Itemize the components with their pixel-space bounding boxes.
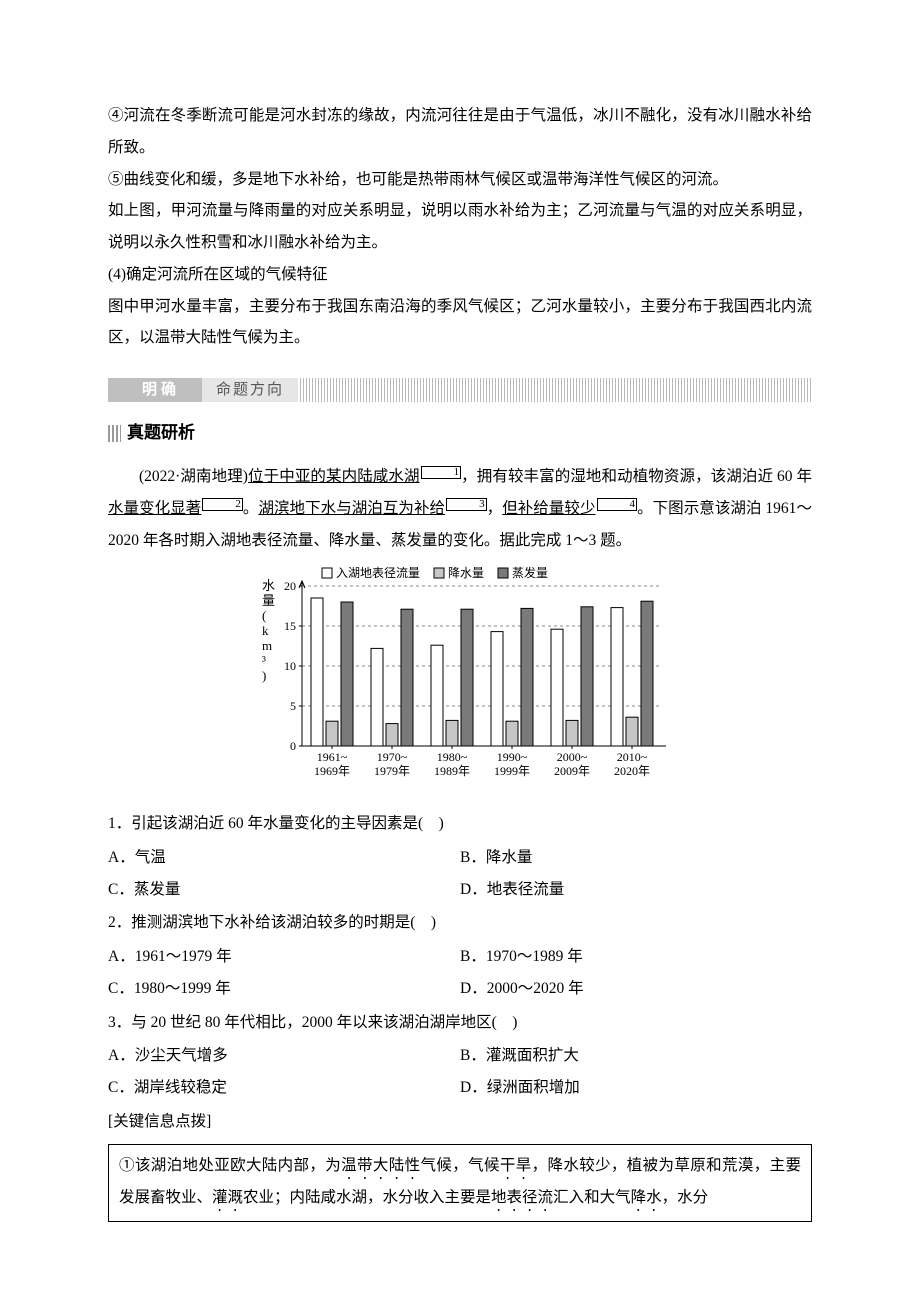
footnote-4-icon: 4 <box>597 498 638 511</box>
q2-opt-c: C．1980～1999 年 <box>108 973 460 1005</box>
svg-text:15: 15 <box>284 619 296 633</box>
info-s3: 农业；内陆咸水湖，水分收入主要是 <box>243 1189 491 1206</box>
bar-chart: 0 5 10 15 20 水量(km³) 入湖地表径流量 降水量 蒸发量 1961~1969年 19… <box>248 562 672 786</box>
q3-stem: 3．与 20 世纪 80 年代相比，2000 年以来该湖泊湖岸地区( ) <box>108 1007 812 1039</box>
paragraph-7-body: 图中甲河水量丰富，主要分布于我国东南沿海的季风气候区；乙河水量较小，主要分布于我… <box>108 291 812 355</box>
svg-text:0: 0 <box>290 739 296 753</box>
info-k4: 地表径流 <box>491 1189 553 1206</box>
svg-text:1970~: 1970~ <box>377 750 408 764</box>
svg-text:(: ( <box>262 608 266 623</box>
svg-text:20: 20 <box>284 579 296 593</box>
q2-options: A．1961～1979 年 B．1970～1989 年 C．1980～1999 … <box>108 941 812 1005</box>
section-banner: 明确 命题方向 <box>108 378 812 402</box>
info-k2: 干旱 <box>500 1157 532 1174</box>
passage-s4: 。 <box>243 500 259 517</box>
info-k3: 灌溉 <box>212 1189 243 1206</box>
svg-text:2010~: 2010~ <box>617 750 648 764</box>
q3-opt-a: A．沙尘天气增多 <box>108 1040 460 1072</box>
q1-opt-b: B．降水量 <box>460 842 812 874</box>
svg-text:k: k <box>262 623 269 638</box>
footnote-1-icon: 1 <box>421 466 462 479</box>
svg-text:2009年: 2009年 <box>554 764 590 778</box>
q2-opt-a: A．1961～1979 年 <box>108 941 460 973</box>
q3-opt-b: B．灌溉面积扩大 <box>460 1040 812 1072</box>
footnote-3-icon: 3 <box>446 498 487 511</box>
svg-text:水: 水 <box>262 578 275 593</box>
passage-text: (2022·湖南地理)位于中亚的某内陆咸水湖1，拥有较丰富的湿地和动植物资源，该… <box>108 461 812 556</box>
sub-section-header: 真题研析 <box>108 416 812 451</box>
svg-text:): ) <box>262 668 266 683</box>
info-s1: 气候，气候 <box>421 1157 500 1174</box>
svg-text:1980~: 1980~ <box>437 750 468 764</box>
svg-text:1999年: 1999年 <box>494 764 530 778</box>
passage-u3: 湖滨地下水与湖泊互为补给 <box>258 500 445 517</box>
svg-text:2020年: 2020年 <box>614 764 650 778</box>
q3-options: A．沙尘天气增多 B．灌溉面积扩大 C．湖岸线较稳定 D．绿洲面积增加 <box>108 1040 812 1104</box>
svg-text:入湖地表径流量: 入湖地表径流量 <box>336 565 420 580</box>
svg-text:1961~: 1961~ <box>317 750 348 764</box>
sub-section-title: 真题研析 <box>127 416 195 451</box>
svg-text:1989年: 1989年 <box>434 764 470 778</box>
passage-s2: ，拥有较丰富的湿地和动植物资源，该湖泊近 60 年 <box>461 468 812 485</box>
q2-stem: 2．推测湖滨地下水补给该湖泊较多的时期是( ) <box>108 907 812 939</box>
info-pre: ①该湖泊地处亚欧大陆内部，为 <box>119 1157 341 1174</box>
info-k5: 降水 <box>631 1189 662 1206</box>
paragraph-6: 如上图，甲河流量与降雨量的对应关系明显，说明以雨水补给为主；乙河流量与气温的对应… <box>108 195 812 259</box>
svg-text:量: 量 <box>262 593 275 608</box>
info-box: ①该湖泊地处亚欧大陆内部，为温带大陆性气候，气候干旱，降水较少，植被为草原和荒漠… <box>108 1144 812 1222</box>
chart-container: 0 5 10 15 20 水量(km³) 入湖地表径流量 降水量 蒸发量 1961~1969年 19… <box>108 562 812 798</box>
q1-stem: 1．引起该湖泊近 60 年水量变化的主导因素是( ) <box>108 808 812 840</box>
svg-text:2000~: 2000~ <box>557 750 588 764</box>
passage-s6: ， <box>487 500 503 517</box>
info-s4: 汇入和大气 <box>553 1189 631 1206</box>
info-s5: ，水分 <box>662 1189 709 1206</box>
svg-text:5: 5 <box>290 699 296 713</box>
svg-text:m: m <box>262 638 272 653</box>
passage-u2: 水量变化显著 <box>108 500 201 517</box>
svg-text:降水量: 降水量 <box>448 566 484 580</box>
q3-opt-d: D．绿洲面积增加 <box>460 1072 812 1104</box>
q1-opt-d: D．地表径流量 <box>460 874 812 906</box>
banner-left: 明确 <box>108 378 202 402</box>
passage-u4: 但补给量较少 <box>502 500 595 517</box>
q1-options: A．气温 B．降水量 C．蒸发量 D．地表径流量 <box>108 842 812 906</box>
q1-opt-a: A．气温 <box>108 842 460 874</box>
passage-lead: (2022·湖南地理) <box>139 468 248 485</box>
banner-right: 命题方向 <box>202 378 298 402</box>
svg-text:³: ³ <box>262 653 266 668</box>
key-info-title: [关键信息点拨] <box>108 1106 812 1138</box>
svg-text:10: 10 <box>284 659 296 673</box>
svg-text:蒸发量: 蒸发量 <box>512 565 548 580</box>
svg-text:1969年: 1969年 <box>314 764 350 778</box>
info-k1: 温带大陆性 <box>341 1157 420 1174</box>
footnote-2-icon: 2 <box>202 498 243 511</box>
sub-section-bar-icon <box>108 425 121 442</box>
svg-text:1979年: 1979年 <box>374 764 410 778</box>
q1-opt-c: C．蒸发量 <box>108 874 460 906</box>
svg-text:1990~: 1990~ <box>497 750 528 764</box>
paragraph-4: ④河流在冬季断流可能是河水封冻的缘故，内流河往往是由于气温低，冰川不融化，没有冰… <box>108 100 812 164</box>
passage-u1: 位于中亚的某内陆咸水湖 <box>248 468 420 485</box>
q3-opt-c: C．湖岸线较稳定 <box>108 1072 460 1104</box>
q2-opt-d: D．2000～2020 年 <box>460 973 812 1005</box>
paragraph-7-label: (4)确定河流所在区域的气候特征 <box>108 259 812 291</box>
q2-opt-b: B．1970～1989 年 <box>460 941 812 973</box>
paragraph-5: ⑤曲线变化和缓，多是地下水补给，也可能是热带雨林气候区或温带海洋性气候区的河流。 <box>108 164 812 196</box>
